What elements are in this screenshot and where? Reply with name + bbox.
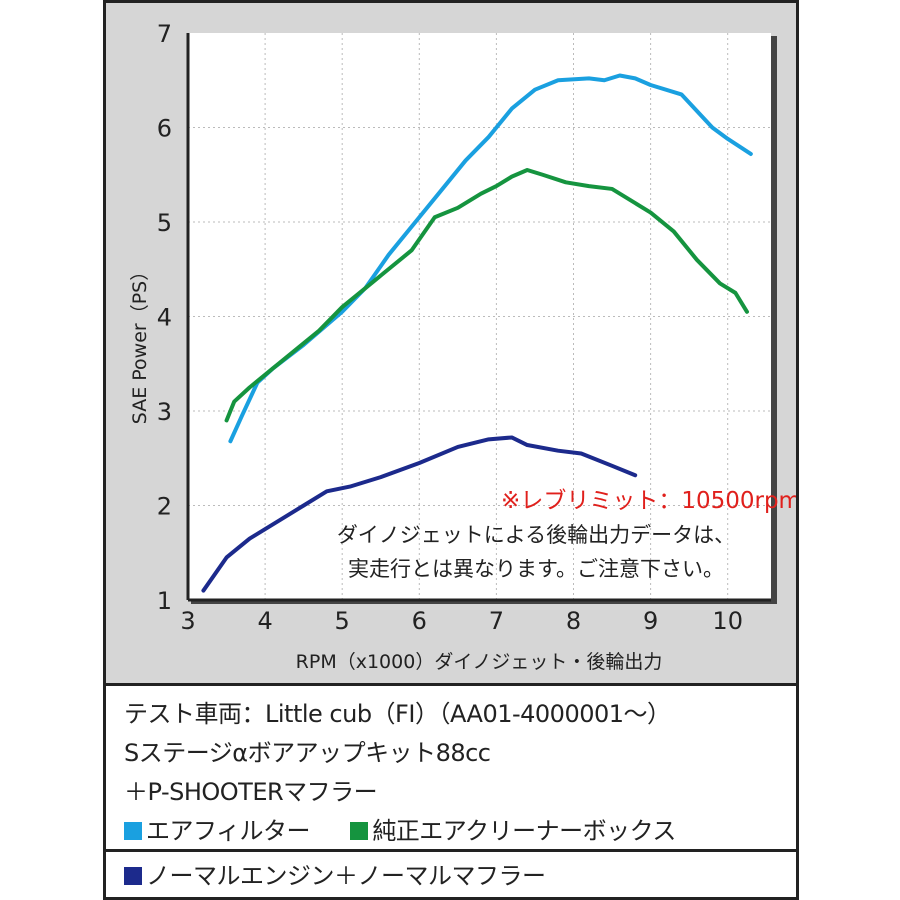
x-tick-label: 9 bbox=[643, 607, 658, 635]
y-tick-label: 4 bbox=[157, 304, 172, 332]
chart-area: 3 4 5 6 7 8 9 10 1 2 3 4 5 6 7 ※レブリミット：10500rpm ダイノジェッ… bbox=[106, 3, 796, 686]
note-line-1: ダイノジェットによる後輪出力データは、 bbox=[337, 523, 735, 547]
x-tick-label: 5 bbox=[335, 607, 350, 635]
legend-box: テスト車両：Little cub（FI）（AA01-4000001～） Sステー… bbox=[106, 686, 796, 897]
note-line-2: 実走行とは異なります。ご注意下さい。 bbox=[348, 557, 724, 581]
x-tick-label: 3 bbox=[180, 607, 195, 635]
muffler-text: ＋P-SHOOTERマフラー bbox=[124, 778, 378, 806]
y-tick-label: 6 bbox=[157, 115, 172, 143]
legend-label-stock-airbox: 純正エアクリーナーボックス bbox=[372, 817, 676, 845]
legend-row-2: ノーマルエンジン＋ノーマルマフラー bbox=[124, 856, 546, 891]
legend-swatch-normal bbox=[124, 867, 142, 885]
legend-label-air-filter: エアフィルター bbox=[146, 817, 311, 845]
x-tick-label: 7 bbox=[489, 607, 504, 635]
y-tick-label: 2 bbox=[157, 493, 172, 521]
y-axis-label: SAE Power（PS） bbox=[129, 262, 151, 424]
legend-divider bbox=[106, 849, 796, 852]
series-line-2 bbox=[224, 168, 749, 423]
test-vehicle-text: テスト車両：Little cub（FI）（AA01-4000001～） bbox=[124, 700, 671, 728]
series-line-3 bbox=[201, 435, 638, 593]
y-tick-label: 3 bbox=[157, 398, 172, 426]
x-tick-label: 6 bbox=[412, 607, 427, 635]
y-tick-label: 7 bbox=[157, 20, 172, 48]
x-tick-label: 8 bbox=[566, 607, 581, 635]
x-tick-label: 10 bbox=[712, 607, 743, 635]
legend-swatch-stock-airbox bbox=[350, 822, 369, 840]
legend-swatch-air-filter bbox=[124, 822, 142, 840]
y-tick-label: 1 bbox=[157, 587, 172, 615]
legend-row-1: エアフィルター 純正エアクリーナーボックス bbox=[124, 811, 676, 846]
rev-limit-annotation: ※レブリミット：10500rpm bbox=[501, 488, 796, 514]
y-tick-label: 5 bbox=[157, 209, 172, 237]
legend-label-normal: ノーマルエンジン＋ノーマルマフラー bbox=[146, 862, 546, 890]
x-axis-label: RPM（x1000）ダイノジェット・後輪出力 bbox=[296, 651, 663, 673]
figure-frame: 3 4 5 6 7 8 9 10 1 2 3 4 5 6 7 ※レブリミット：10500rpm ダイノジェッ… bbox=[103, 0, 799, 900]
power-chart: 3 4 5 6 7 8 9 10 1 2 3 4 5 6 7 ※レブリミット：10500rpm ダイノジェッ… bbox=[129, 20, 796, 673]
x-tick-label: 4 bbox=[257, 607, 272, 635]
kit-text: Sステージαボアアップキット88cc bbox=[124, 739, 491, 767]
